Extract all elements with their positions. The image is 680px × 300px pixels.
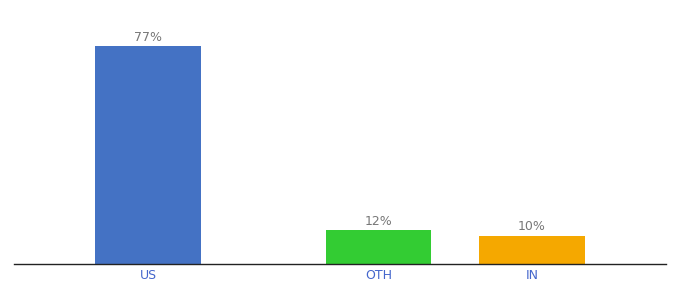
Text: 77%: 77% — [134, 31, 162, 44]
Bar — [326, 230, 431, 264]
Bar — [479, 236, 585, 264]
Text: 12%: 12% — [364, 215, 392, 228]
Text: 10%: 10% — [518, 220, 546, 233]
Bar — [95, 46, 201, 264]
